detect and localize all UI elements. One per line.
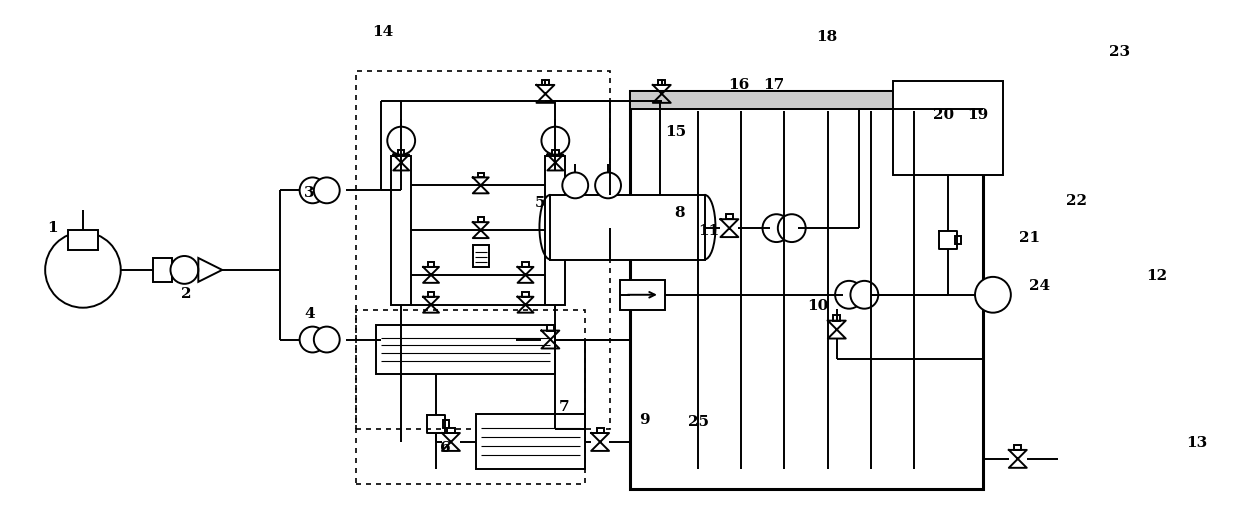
Text: 18: 18 bbox=[817, 30, 838, 44]
Circle shape bbox=[170, 256, 198, 284]
Bar bbox=[547, 325, 554, 331]
Circle shape bbox=[975, 277, 1011, 313]
Bar bbox=[68, 230, 98, 250]
Circle shape bbox=[387, 127, 415, 155]
Text: 1: 1 bbox=[47, 221, 58, 235]
Bar bbox=[522, 292, 528, 297]
Text: 8: 8 bbox=[673, 206, 684, 220]
Text: 21: 21 bbox=[1019, 231, 1040, 245]
Bar bbox=[356, 71, 610, 429]
Bar bbox=[472, 245, 489, 267]
Bar bbox=[392, 156, 412, 305]
Bar bbox=[630, 91, 983, 489]
Text: 10: 10 bbox=[807, 300, 828, 313]
Text: 5: 5 bbox=[534, 196, 546, 210]
Bar bbox=[428, 262, 434, 267]
Circle shape bbox=[314, 327, 340, 352]
Bar bbox=[443, 420, 449, 427]
Text: 14: 14 bbox=[372, 25, 394, 39]
Bar bbox=[894, 81, 1003, 175]
Bar bbox=[477, 218, 484, 222]
Bar bbox=[725, 214, 733, 219]
Bar bbox=[658, 80, 666, 85]
Bar bbox=[398, 150, 404, 155]
Bar bbox=[551, 195, 704, 260]
Circle shape bbox=[300, 327, 325, 352]
Bar bbox=[955, 236, 961, 244]
Bar bbox=[377, 324, 556, 374]
Text: 3: 3 bbox=[304, 186, 315, 200]
Text: 15: 15 bbox=[665, 126, 686, 139]
Text: 16: 16 bbox=[728, 78, 749, 92]
Bar bbox=[596, 427, 604, 433]
Circle shape bbox=[562, 172, 588, 198]
Text: 23: 23 bbox=[1109, 45, 1130, 59]
Text: 9: 9 bbox=[640, 413, 650, 427]
Circle shape bbox=[851, 281, 878, 309]
Text: 6: 6 bbox=[439, 441, 450, 455]
Text: 24: 24 bbox=[1029, 279, 1050, 293]
Bar bbox=[546, 156, 565, 305]
Bar bbox=[448, 427, 455, 433]
Circle shape bbox=[300, 177, 325, 203]
Circle shape bbox=[595, 172, 621, 198]
Text: 13: 13 bbox=[1187, 436, 1208, 450]
Bar bbox=[833, 315, 841, 320]
Circle shape bbox=[763, 214, 790, 242]
Bar bbox=[542, 80, 549, 85]
Text: 25: 25 bbox=[688, 415, 709, 429]
Text: 19: 19 bbox=[967, 108, 988, 122]
Text: 17: 17 bbox=[764, 78, 785, 92]
Text: 7: 7 bbox=[559, 401, 570, 414]
Text: 12: 12 bbox=[1146, 269, 1167, 283]
Circle shape bbox=[777, 214, 806, 242]
Bar bbox=[356, 310, 585, 484]
Circle shape bbox=[835, 281, 863, 309]
Text: 22: 22 bbox=[1066, 194, 1086, 207]
Circle shape bbox=[542, 127, 569, 155]
Text: 11: 11 bbox=[698, 224, 719, 238]
Bar bbox=[428, 292, 434, 297]
Text: 4: 4 bbox=[304, 307, 315, 321]
Bar bbox=[630, 91, 983, 109]
Text: 20: 20 bbox=[932, 108, 954, 122]
Circle shape bbox=[45, 232, 120, 308]
Bar bbox=[1014, 445, 1022, 450]
Bar bbox=[153, 258, 172, 282]
Bar bbox=[620, 280, 665, 310]
Bar bbox=[552, 150, 558, 155]
Circle shape bbox=[314, 177, 340, 203]
Bar bbox=[522, 262, 528, 267]
Bar bbox=[477, 173, 484, 177]
Text: 2: 2 bbox=[181, 287, 191, 301]
Bar bbox=[476, 414, 585, 469]
